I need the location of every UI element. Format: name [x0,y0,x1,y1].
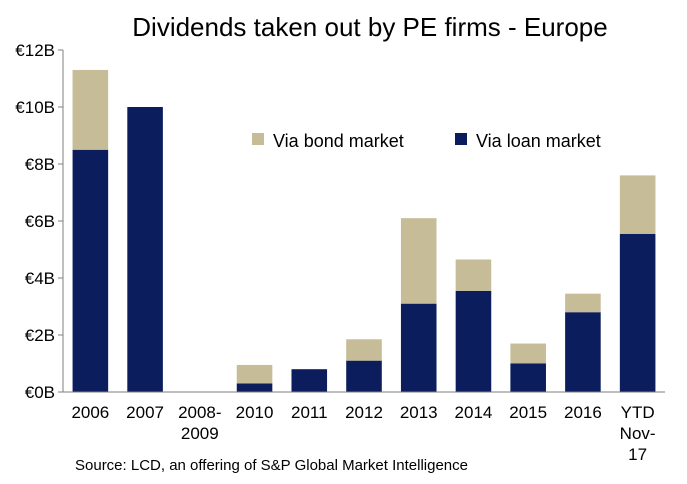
bar-loan-2006 [72,149,109,392]
bar-loan-2013 [400,303,437,392]
bar-loan-ytd-nov-17 [619,233,656,392]
x-tick-label: 2015 [509,403,547,422]
x-tick-label: 17 [628,445,647,464]
y-tick-label: €10B [15,98,55,117]
legend-label: Via bond market [273,131,404,151]
x-tick-label: 2006 [71,403,109,422]
bar-bond-2015 [510,343,546,364]
bar-bond-2010 [236,364,273,384]
x-tick-label: 2011 [291,403,328,422]
bar-loan-2014 [455,290,492,392]
x-tick-label: 2013 [400,403,438,422]
bar-bond-2016 [565,293,601,313]
x-tick-label: 2014 [455,403,493,422]
bar-bond-ytd-nov-17 [619,175,656,234]
x-tick-label: 2016 [564,403,602,422]
y-axis-ticks: €0B €2B €4B €6B €8B €10B €12B [15,41,63,402]
axes [62,50,665,393]
bar-bond-2006 [72,69,109,150]
legend-label: Via loan market [476,131,601,151]
bar-loan-2012 [346,360,382,392]
x-axis-ticks: 2006 2007 2008- 2009 2010 2011 2012 2013 2014 201… [71,403,655,464]
x-tick-label: YTD [621,403,655,422]
bar-loan-2015 [510,363,546,392]
legend-swatch [252,133,264,145]
bar-loan-2010 [236,383,273,392]
x-tick-label: 2008- [178,403,221,422]
legend: Via bond market Via loan market [252,131,601,151]
x-tick-label: 2007 [126,403,164,422]
x-tick-label: Nov- [620,424,656,443]
y-tick-label: €4B [25,269,55,288]
legend-swatch [455,133,467,145]
y-tick-label: €12B [15,41,55,60]
y-tick-label: €6B [25,212,55,231]
bar-loan-2007 [127,107,163,392]
chart-title: Dividends taken out by PE firms - Europe [132,12,607,42]
y-tick-label: €8B [25,155,55,174]
bar-bond-2013 [400,218,437,304]
bar-loan-2016 [565,312,601,392]
x-tick-label: 2010 [236,403,274,422]
bar-bond-2014 [455,259,492,291]
source-note: Source: LCD, an offering of S&P Global M… [75,457,468,474]
bar-loan-2011 [291,369,328,392]
y-tick-label: €2B [25,326,55,345]
bar-bond-2012 [346,339,382,361]
x-tick-label: 2009 [181,424,219,443]
bars [72,69,656,392]
y-tick-label: €0B [25,383,55,402]
x-tick-label: 2012 [345,403,383,422]
